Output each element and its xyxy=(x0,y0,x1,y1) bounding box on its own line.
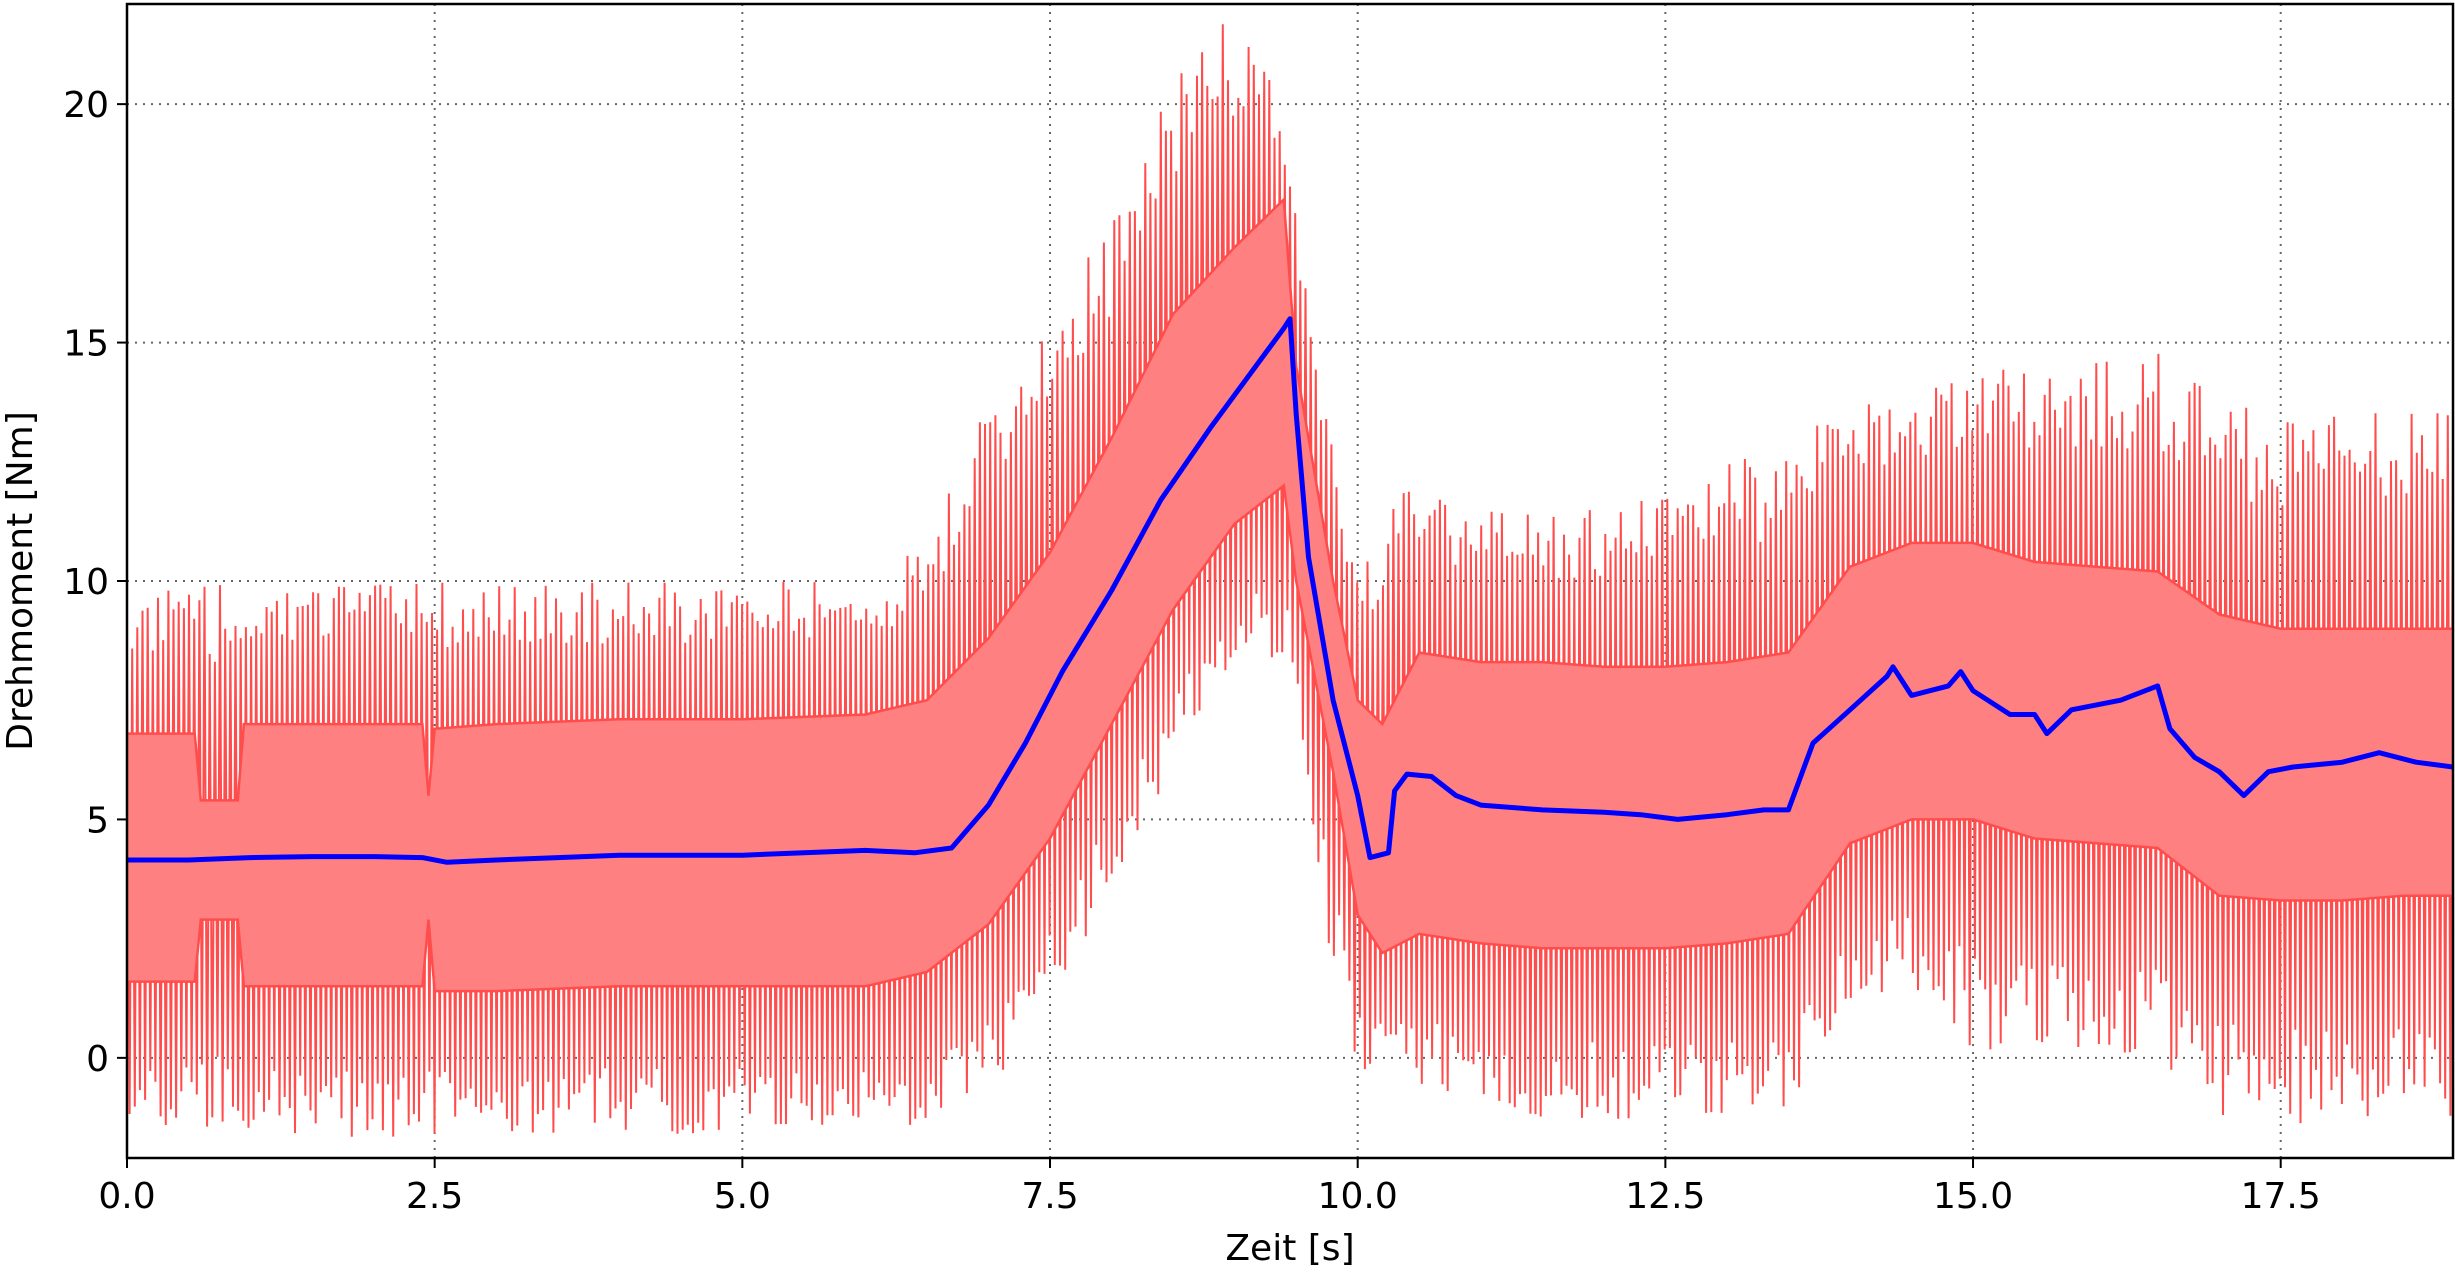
y-tick-label: 15 xyxy=(63,324,109,365)
y-axis-label: Drehmoment [Nm] xyxy=(0,411,41,750)
torque-band-upper-edge xyxy=(127,196,2453,802)
y-tick-label: 10 xyxy=(63,562,109,603)
x-tick-label: 2.5 xyxy=(406,1176,463,1217)
x-tick-label: 17.5 xyxy=(2241,1176,2321,1217)
x-tick-label: 0.0 xyxy=(98,1176,155,1217)
x-tick-label: 5.0 xyxy=(714,1176,771,1217)
y-tick-label: 0 xyxy=(86,1039,109,1080)
y-tick-label: 20 xyxy=(63,85,109,126)
x-tick-label: 10.0 xyxy=(1318,1176,1398,1217)
torque-spike-envelope xyxy=(127,24,2453,1137)
torque-band-lower-edge xyxy=(127,483,2453,993)
y-tick-label: 5 xyxy=(86,800,109,841)
x-tick-label: 7.5 xyxy=(1021,1176,1078,1217)
x-tick-label: 12.5 xyxy=(1625,1176,1705,1217)
x-axis: 0.0 2.5 5.0 7.5 10.0 12.5 15.0 17.5 xyxy=(98,1158,2321,1217)
torque-mean-line xyxy=(127,316,2453,865)
data-layer xyxy=(127,24,2453,1137)
x-axis-label: Zeit [s] xyxy=(1225,1228,1354,1269)
x-tick-label: 15.0 xyxy=(1933,1176,2013,1217)
y-axis: 0 5 10 15 20 xyxy=(63,85,127,1080)
torque-band xyxy=(127,199,2453,992)
